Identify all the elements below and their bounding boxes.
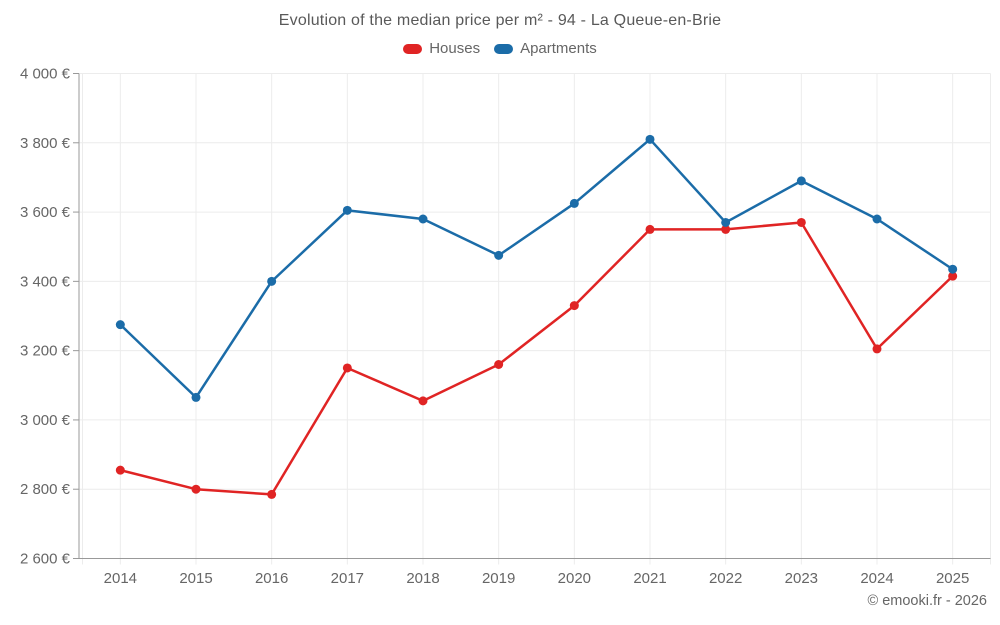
x-tick-label: 2024 bbox=[860, 570, 893, 587]
houses-series-swatch-icon bbox=[403, 43, 423, 54]
apartments-series-swatch-icon bbox=[494, 43, 514, 54]
legend-label-apartments: Apartments bbox=[520, 40, 597, 57]
y-tick-label: 3 400 € bbox=[20, 273, 71, 290]
y-tick-label: 2 800 € bbox=[20, 481, 71, 498]
houses-data-point[interactable] bbox=[191, 484, 201, 494]
x-tick-label: 2021 bbox=[633, 570, 666, 587]
x-tick-label: 2015 bbox=[179, 570, 212, 587]
apartments-data-point[interactable] bbox=[721, 217, 731, 227]
houses-data-point[interactable] bbox=[418, 396, 428, 406]
apartments-data-point[interactable] bbox=[115, 320, 125, 330]
apartments-series-line bbox=[119, 138, 954, 399]
x-tick-label: 2020 bbox=[558, 570, 591, 587]
apartments-data-point[interactable] bbox=[418, 214, 428, 224]
houses-data-point[interactable] bbox=[494, 360, 504, 369]
houses-data-point[interactable] bbox=[872, 344, 882, 354]
apartments-data-point[interactable] bbox=[872, 214, 882, 224]
houses-data-point[interactable] bbox=[569, 301, 579, 311]
houses-data-point[interactable] bbox=[342, 363, 352, 373]
y-tick-label: 3 800 € bbox=[20, 135, 71, 152]
x-tick-label: 2014 bbox=[104, 570, 137, 587]
apartments-data-point[interactable] bbox=[267, 276, 277, 286]
y-tick-label: 3 600 € bbox=[20, 204, 71, 221]
x-tick-label: 2023 bbox=[785, 570, 818, 587]
apartments-data-point[interactable] bbox=[494, 250, 504, 260]
chart-title: Evolution of the median price per m² - 9… bbox=[278, 12, 722, 29]
y-tick-label: 4 000 € bbox=[20, 66, 71, 83]
apartments-data-point[interactable] bbox=[948, 264, 958, 274]
houses-data-point[interactable] bbox=[796, 217, 806, 227]
legend-label-houses: Houses bbox=[429, 40, 481, 57]
x-tick-label: 2019 bbox=[482, 570, 515, 587]
x-tick-label: 2016 bbox=[255, 570, 288, 587]
chart-legend: Houses Apartments bbox=[0, 40, 1000, 57]
y-tick-label: 3 200 € bbox=[20, 343, 71, 360]
houses-data-point[interactable] bbox=[721, 224, 731, 234]
houses-series-line bbox=[119, 221, 954, 496]
x-tick-label: 2025 bbox=[936, 570, 969, 587]
legend-item-houses[interactable]: Houses bbox=[403, 40, 480, 57]
apartments-data-point[interactable] bbox=[342, 205, 352, 215]
houses-data-point[interactable] bbox=[948, 271, 958, 281]
apartments-data-point[interactable] bbox=[796, 176, 806, 186]
apartments-data-point[interactable] bbox=[569, 198, 579, 208]
copyright-credit: © emooki.fr - 2026 bbox=[867, 593, 987, 609]
houses-data-point[interactable] bbox=[115, 465, 125, 475]
apartments-data-point[interactable] bbox=[645, 134, 655, 144]
x-tick-label: 2022 bbox=[709, 570, 742, 587]
houses-data-point[interactable] bbox=[645, 224, 655, 234]
y-tick-label: 3 000 € bbox=[20, 412, 71, 429]
houses-data-point[interactable] bbox=[267, 489, 277, 499]
legend-item-apartments[interactable]: Apartments bbox=[494, 40, 597, 57]
apartments-data-point[interactable] bbox=[191, 392, 201, 402]
x-tick-label: 2017 bbox=[331, 570, 364, 587]
y-tick-label: 2 600 € bbox=[20, 551, 71, 568]
x-tick-label: 2018 bbox=[406, 570, 439, 587]
